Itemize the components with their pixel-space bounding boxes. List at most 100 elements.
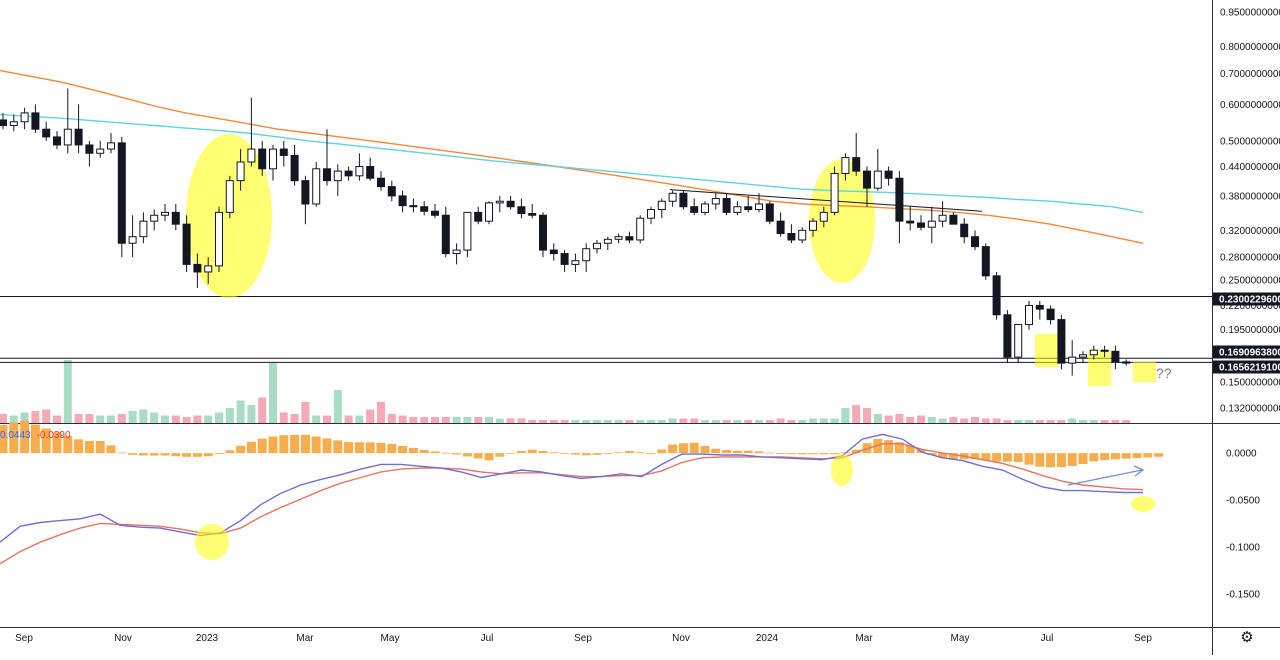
volume-bar bbox=[236, 400, 245, 423]
candle-body bbox=[279, 148, 288, 156]
volume-bar bbox=[798, 420, 807, 423]
macd-histogram-bar bbox=[700, 445, 710, 454]
candle-body bbox=[1122, 361, 1131, 364]
macd-histogram-bar bbox=[743, 450, 753, 454]
candle-body bbox=[679, 192, 688, 208]
candle-body bbox=[603, 238, 612, 244]
candle-body bbox=[1079, 354, 1087, 358]
volume-bar bbox=[74, 414, 83, 423]
macd-histogram-bar bbox=[171, 453, 181, 457]
macd-histogram-bar bbox=[905, 445, 915, 454]
volume-bar bbox=[971, 417, 979, 423]
candle-body bbox=[333, 170, 342, 182]
candle-body bbox=[1068, 356, 1077, 364]
macd-histogram-bar bbox=[570, 453, 580, 455]
arrow-head bbox=[1133, 465, 1145, 477]
macd-histogram-bar bbox=[646, 453, 656, 455]
candle-body bbox=[1100, 349, 1109, 352]
candle-body bbox=[377, 177, 385, 188]
macd-histogram-bar bbox=[41, 428, 51, 454]
candle-body bbox=[517, 206, 526, 215]
volume-bar bbox=[128, 411, 137, 423]
gear-icon[interactable]: ⚙ bbox=[1240, 628, 1254, 646]
candle-body bbox=[495, 200, 504, 204]
volume-bar bbox=[355, 415, 364, 423]
macd-histogram-bar bbox=[603, 453, 613, 454]
macd-histogram-bar bbox=[182, 453, 192, 457]
macd-histogram-bar bbox=[722, 449, 732, 454]
macd-histogram-bar bbox=[1143, 453, 1153, 458]
volume-bar bbox=[884, 415, 893, 423]
volume-bar bbox=[53, 415, 61, 423]
candle-body bbox=[431, 210, 439, 216]
candle-body bbox=[776, 220, 785, 234]
volume-bar bbox=[258, 397, 267, 423]
macd-histogram-bar bbox=[754, 451, 764, 454]
volume-bar bbox=[366, 409, 375, 423]
candle-body bbox=[269, 148, 277, 170]
macd-tick-label: -0.1500 bbox=[1226, 589, 1260, 600]
volume-bar bbox=[992, 418, 1001, 423]
macd-histogram-bar bbox=[1121, 453, 1131, 459]
price-tick-label: 0.4400000000 bbox=[1220, 162, 1280, 173]
candle-body bbox=[409, 205, 418, 208]
highlight-ellipse bbox=[195, 524, 229, 560]
volume-bar bbox=[96, 415, 105, 423]
candle-body bbox=[938, 214, 947, 222]
volume-bar bbox=[733, 420, 742, 423]
candle-body bbox=[193, 263, 202, 273]
candle-body bbox=[150, 214, 159, 222]
candle-body bbox=[344, 170, 353, 177]
candle-body bbox=[841, 157, 850, 174]
time-tick-label: Mar bbox=[296, 633, 314, 644]
candle-body bbox=[722, 198, 731, 213]
candle-body bbox=[398, 195, 407, 207]
volume-bar bbox=[1100, 420, 1109, 423]
volume-bar bbox=[117, 414, 126, 423]
candle-body bbox=[441, 214, 450, 255]
candle-body bbox=[258, 148, 267, 170]
macd-histogram-bar bbox=[776, 453, 786, 454]
candle-body bbox=[992, 275, 1001, 316]
candle-body bbox=[355, 166, 364, 177]
volume-bar bbox=[549, 420, 558, 423]
candle-body bbox=[830, 172, 839, 213]
macd-histogram-bar bbox=[441, 452, 451, 454]
macd-histogram-bar bbox=[808, 453, 818, 455]
level-label-bg bbox=[1213, 345, 1280, 359]
candle-body bbox=[139, 220, 148, 238]
macd-histogram-bar bbox=[592, 453, 602, 455]
candle-body bbox=[668, 192, 677, 202]
candle-body bbox=[128, 236, 137, 244]
time-tick-label: Jul bbox=[481, 633, 494, 644]
candle-body bbox=[452, 249, 461, 255]
volume-bar bbox=[495, 418, 504, 423]
candle-body bbox=[873, 170, 882, 189]
volume-bar bbox=[31, 411, 40, 423]
candle-body bbox=[614, 236, 623, 240]
candle-body bbox=[301, 180, 310, 205]
macd-histogram-bar bbox=[1035, 453, 1045, 467]
time-tick-label: 2023 bbox=[196, 633, 219, 644]
candle-body bbox=[960, 223, 969, 238]
candle-body bbox=[711, 198, 720, 205]
volume-bar bbox=[927, 417, 936, 423]
macd-histogram-bar bbox=[74, 439, 84, 454]
macd-histogram-bar bbox=[668, 444, 678, 454]
macd-histogram-bar bbox=[1046, 453, 1056, 468]
volume-bar bbox=[1079, 420, 1087, 423]
macd-histogram-bar bbox=[138, 453, 148, 456]
macd-histogram-bar bbox=[30, 424, 40, 454]
volume-bar bbox=[150, 412, 159, 423]
macd-histogram-bar bbox=[1056, 453, 1066, 468]
candle-body bbox=[161, 211, 169, 216]
time-tick-label: Jul bbox=[1041, 633, 1054, 644]
volume-bar bbox=[593, 420, 601, 423]
price-tick-label: 0.1500000000 bbox=[1220, 378, 1280, 389]
candle-body bbox=[1025, 304, 1033, 326]
candle-body bbox=[560, 253, 569, 265]
macd-histogram-bar bbox=[894, 442, 904, 454]
macd-histogram-bar bbox=[322, 438, 332, 454]
